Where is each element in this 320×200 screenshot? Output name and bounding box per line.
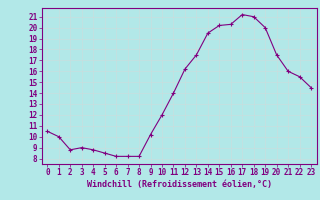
X-axis label: Windchill (Refroidissement éolien,°C): Windchill (Refroidissement éolien,°C)	[87, 180, 272, 189]
